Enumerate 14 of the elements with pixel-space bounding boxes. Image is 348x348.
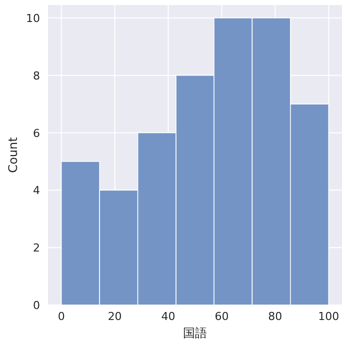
y-tick-label: 0 [33,299,40,312]
y-axis-title: Count [6,136,20,173]
y-tick-label: 8 [33,69,40,82]
y-tick-label: 6 [33,126,40,140]
y-tick-label: 10 [26,12,40,25]
x-tick-label: 60 [214,310,229,323]
x-tick-label: 0 [58,310,65,323]
x-tick-label: 80 [268,310,282,323]
y-tick-label: 4 [33,184,40,198]
y-tick-label: 2 [33,242,40,255]
x-axis-title: 国語 [183,326,207,340]
x-tick-label: 100 [318,310,340,323]
x-tick-label: 20 [108,310,122,323]
x-tick-label: 40 [161,310,176,323]
